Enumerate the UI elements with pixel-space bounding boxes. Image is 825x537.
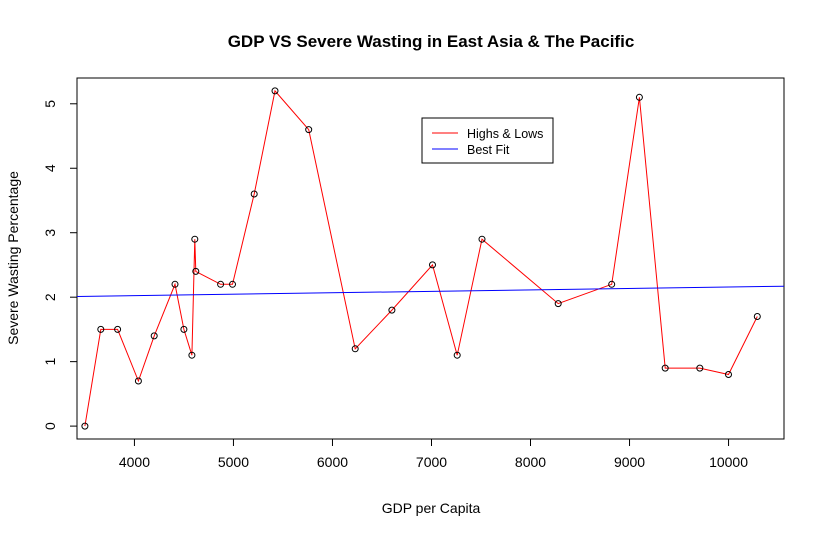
x-tick-label: 6000	[317, 454, 348, 470]
y-tick-label: 0	[42, 422, 58, 430]
data-point	[192, 267, 200, 275]
y-tick-label: 4	[42, 164, 58, 172]
series-layer	[76, 87, 785, 430]
data-point	[81, 422, 89, 430]
data-point	[97, 325, 105, 333]
data-point	[188, 351, 196, 359]
y-tick-label: 3	[42, 229, 58, 237]
data-point	[171, 280, 179, 288]
x-tick-label: 7000	[416, 454, 447, 470]
legend-box	[421, 117, 554, 164]
data-point	[635, 93, 643, 101]
data-point	[114, 325, 122, 333]
data-point	[271, 87, 279, 95]
x-tick-label: 9000	[614, 454, 645, 470]
series-best-fit	[76, 285, 785, 297]
data-point	[608, 280, 616, 288]
x-tick-label: 8000	[515, 454, 546, 470]
data-point	[217, 280, 225, 288]
data-point	[134, 377, 142, 385]
data-point	[229, 280, 236, 288]
x-tick-label: 10000	[709, 454, 748, 470]
x-axis: 4000 5000 6000 7000 8000 9000 10000	[119, 438, 748, 470]
data-point	[696, 364, 704, 372]
data-point	[351, 345, 359, 353]
data-point	[554, 300, 562, 308]
legend-label-best-fit: Best Fit	[467, 143, 510, 157]
data-point	[661, 364, 669, 372]
series-line	[76, 285, 785, 297]
data-point	[753, 313, 761, 320]
data-point	[305, 126, 313, 134]
data-point	[453, 351, 461, 359]
data-point	[429, 261, 436, 269]
x-tick-label: 5000	[218, 454, 249, 470]
data-point	[725, 371, 732, 378]
data-point	[250, 190, 258, 198]
data-point	[191, 235, 199, 243]
y-tick-label: 1	[42, 358, 58, 366]
y-axis: 0 1 2 3 4 5	[42, 100, 78, 430]
legend: Highs & Lows Best Fit	[421, 117, 554, 164]
y-tick-label: 2	[42, 293, 58, 301]
y-tick-label: 5	[42, 100, 58, 108]
x-tick-label: 4000	[119, 454, 150, 470]
data-point	[478, 235, 486, 243]
legend-label-highs-lows: Highs & Lows	[467, 127, 543, 141]
x-axis-label: GDP per Capita	[382, 500, 481, 516]
series-line	[84, 89, 758, 427]
data-point	[180, 325, 188, 333]
series-highs-lows	[81, 87, 761, 430]
data-point	[388, 306, 396, 314]
chart-title: GDP VS Severe Wasting in East Asia & The…	[228, 32, 635, 51]
y-axis-label: Severe Wasting Percentage	[5, 171, 21, 345]
data-point	[150, 332, 158, 340]
